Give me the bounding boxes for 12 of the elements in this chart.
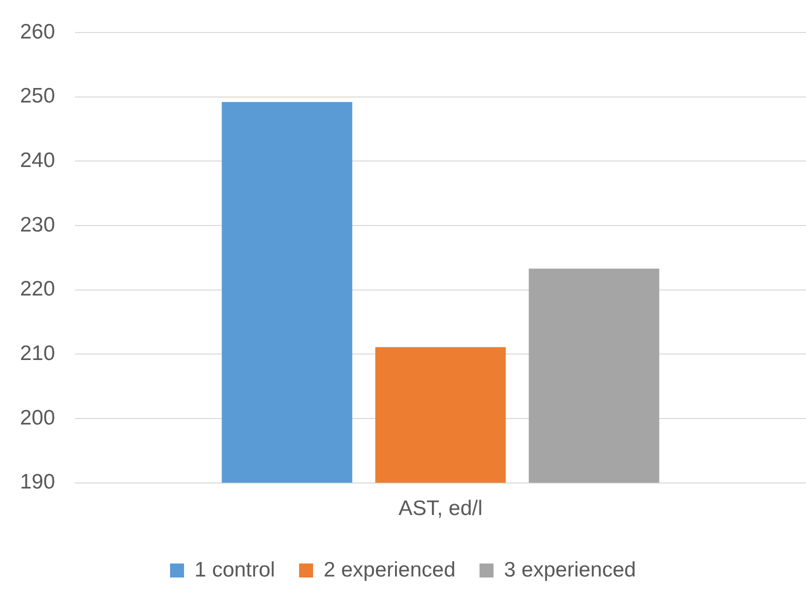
y-tick-label: 220	[20, 278, 56, 301]
y-tick-label: 230	[20, 213, 56, 236]
y-tick-label: 210	[20, 342, 56, 365]
legend-label: 3 experienced	[504, 558, 636, 582]
y-tick-label: 260	[20, 20, 56, 44]
x-tick-label: AST, ed/l	[398, 497, 483, 520]
y-tick-label: 200	[20, 406, 56, 430]
y-tick-label: 250	[20, 84, 56, 108]
y-tick-label: 240	[20, 149, 56, 172]
y-tick-label: 190	[20, 470, 56, 494]
legend-label: 2 experienced	[324, 558, 456, 582]
legend-label: 1 control	[194, 558, 276, 582]
